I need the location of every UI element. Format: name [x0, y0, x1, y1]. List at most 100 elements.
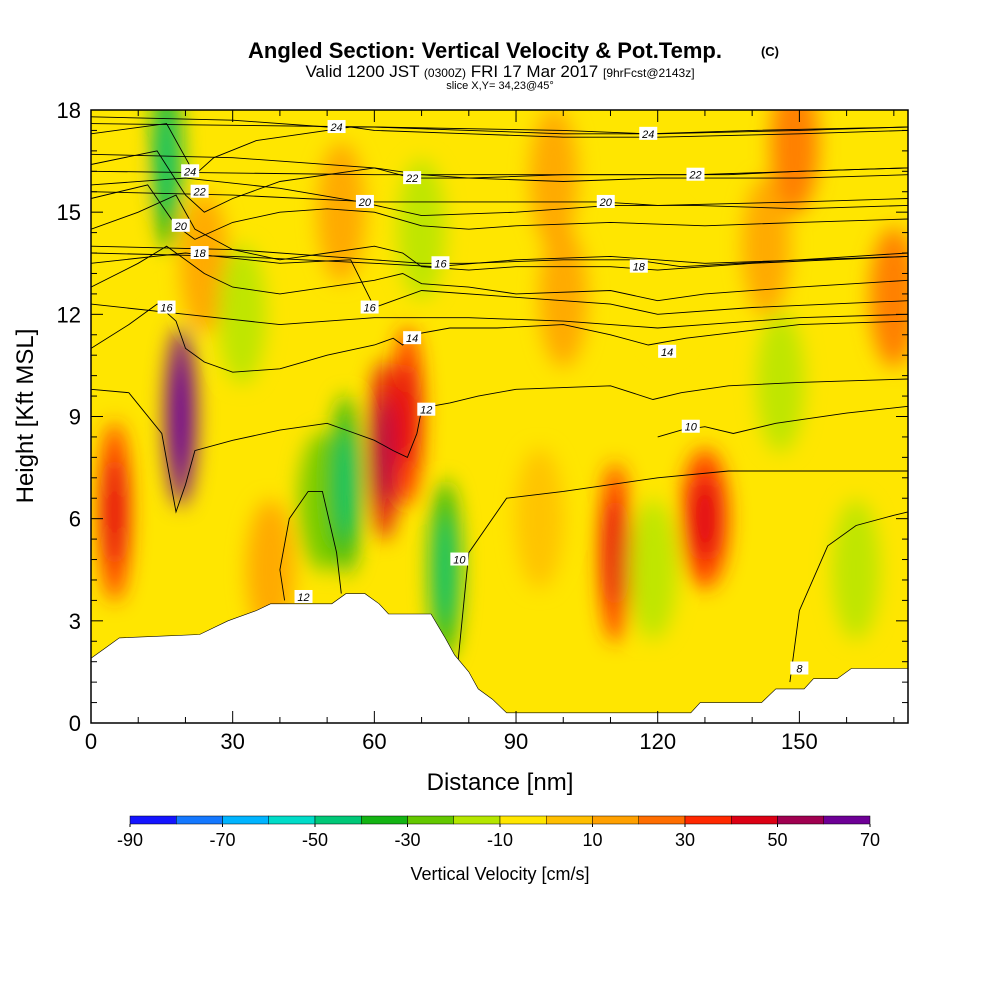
colorbar-tick-label: 50	[767, 830, 787, 850]
velocity-cell	[756, 312, 805, 453]
isentrope-line	[91, 245, 908, 268]
terrain	[91, 593, 908, 723]
velocity-cell	[643, 210, 692, 351]
colorbar-swatch	[176, 815, 223, 825]
y-tick-label: 3	[69, 609, 81, 634]
isentrope-label-bg	[639, 126, 658, 140]
velocity-cell	[832, 499, 881, 640]
isentrope-label-bg	[417, 402, 436, 416]
velocity-cell	[180, 193, 229, 334]
isentrope-line	[279, 490, 342, 601]
isentrope-label: 20	[599, 197, 613, 209]
isentrope-label-bg	[629, 259, 648, 273]
isentrope-label-bg	[157, 300, 176, 314]
isentrope-label: 18	[193, 248, 206, 260]
isentrope-label: 22	[688, 170, 701, 182]
velocity-cell	[218, 244, 267, 385]
isentrope-label: 10	[685, 422, 698, 434]
isentrope-line	[454, 470, 908, 696]
isentrope-label: 12	[297, 592, 309, 604]
colorbar-swatch	[731, 815, 778, 825]
isentrope-label-bg	[596, 194, 615, 208]
colorbar-swatch	[499, 815, 547, 825]
colorbar-swatch	[453, 815, 501, 825]
isentrope-label: 24	[183, 166, 196, 178]
plot-area: 8 10 10 12 12 14 14 16 16 18 18 16 20 20 20 22 22 22 24 24 2…	[91, 110, 908, 723]
isentrope-label-bg	[171, 218, 190, 232]
colorbar-tick-label: -70	[209, 830, 235, 850]
isentrope-label: 8	[796, 664, 803, 676]
colorbar-swatch	[777, 815, 824, 825]
velocity-cell	[539, 227, 588, 368]
colorbar: -90 -70 -50 -30 -10 10 30 50 70	[117, 815, 880, 850]
colorbar-swatch	[129, 815, 177, 825]
subtitle-valid: Valid 1200 JST	[305, 62, 419, 81]
colorbar-tick-label: -10	[487, 830, 513, 850]
x-tick-label: 60	[362, 729, 386, 754]
isentrope-label: 10	[453, 555, 466, 567]
colorbar-tick-label: -90	[117, 830, 143, 850]
colorbar-tick-label: 30	[675, 830, 695, 850]
colorbar-swatch	[638, 815, 686, 825]
colorbar-swatch	[546, 815, 593, 825]
chart-title-unit: (C)	[761, 44, 779, 59]
velocity-cell-core	[157, 110, 176, 216]
chart-title: Angled Section: Vertical Velocity & Pot.…	[248, 38, 722, 63]
colorbar-tick-label: -30	[394, 830, 420, 850]
isentrope-label: 20	[358, 197, 372, 209]
y-tick-label: 6	[69, 507, 81, 532]
isentrope-label: 16	[434, 258, 447, 270]
isentrope-label-bg	[403, 331, 422, 345]
velocity-cell	[770, 110, 819, 215]
velocity-cell-core	[606, 498, 625, 607]
isentrope-line	[657, 405, 908, 438]
velocity-cell	[529, 110, 578, 249]
velocity-cell-core	[398, 362, 417, 471]
isentrope-label: 20	[174, 221, 188, 233]
x-tick-label: 120	[639, 729, 676, 754]
y-tick-label: 9	[69, 405, 81, 430]
colorbar-swatch	[823, 815, 871, 825]
isentrope-line	[91, 177, 908, 217]
velocity-cell	[869, 227, 908, 368]
velocity-cell-core	[691, 476, 719, 561]
velocity-cell-core	[171, 362, 190, 471]
isentrope-label-bg	[190, 246, 209, 260]
isentrope-label-bg	[686, 167, 705, 181]
isentrope-labels: 8 10 10 12 12 14 14 16 16 18 18 16 20 20 20 22 22 22 24 24 2…	[157, 120, 809, 676]
isentrope-label: 16	[364, 303, 377, 315]
isentrope-label: 24	[641, 129, 654, 141]
isentrope-label: 24	[329, 122, 342, 134]
isentrope-label-bg	[360, 300, 379, 314]
colorbar-tick-label: 10	[582, 830, 602, 850]
isentrope-label-bg	[658, 344, 677, 358]
x-tick-label: 30	[220, 729, 244, 754]
isentrope-label-bg	[190, 184, 209, 198]
colorbar-swatch	[268, 815, 316, 825]
velocity-field	[91, 110, 908, 660]
isentrope-line	[91, 303, 908, 329]
x-tick-label: 0	[85, 729, 97, 754]
slice-text: slice X,Y= 34,23@45°	[446, 80, 554, 92]
subtitle-forecast: [9hrFcst@2143z]	[603, 66, 695, 80]
isentrope-label: 22	[192, 187, 205, 199]
isentrope-label-bg	[431, 256, 450, 270]
velocity-cell-core	[374, 396, 393, 505]
colorbar-swatch	[684, 815, 732, 825]
y-tick-label: 18	[57, 98, 81, 123]
isentrope-label-bg	[294, 589, 313, 603]
y-tick-label: 12	[57, 302, 81, 327]
isentrope-label: 16	[160, 303, 173, 315]
isentrope-label: 12	[420, 405, 432, 417]
isentrope-label-bg	[327, 120, 346, 134]
x-tick-label: 150	[781, 729, 818, 754]
velocity-cell	[628, 499, 677, 640]
isentrope-label-bg	[355, 194, 374, 208]
subtitle-date: FRI 17 Mar 2017	[471, 62, 599, 81]
y-axis: 0 3 6 9 12 15 18	[57, 98, 908, 736]
colorbar-swatch	[361, 815, 408, 825]
y-tick-label: 0	[69, 711, 81, 736]
isentrope-line	[91, 116, 908, 135]
isentrope-label: 18	[633, 262, 646, 274]
